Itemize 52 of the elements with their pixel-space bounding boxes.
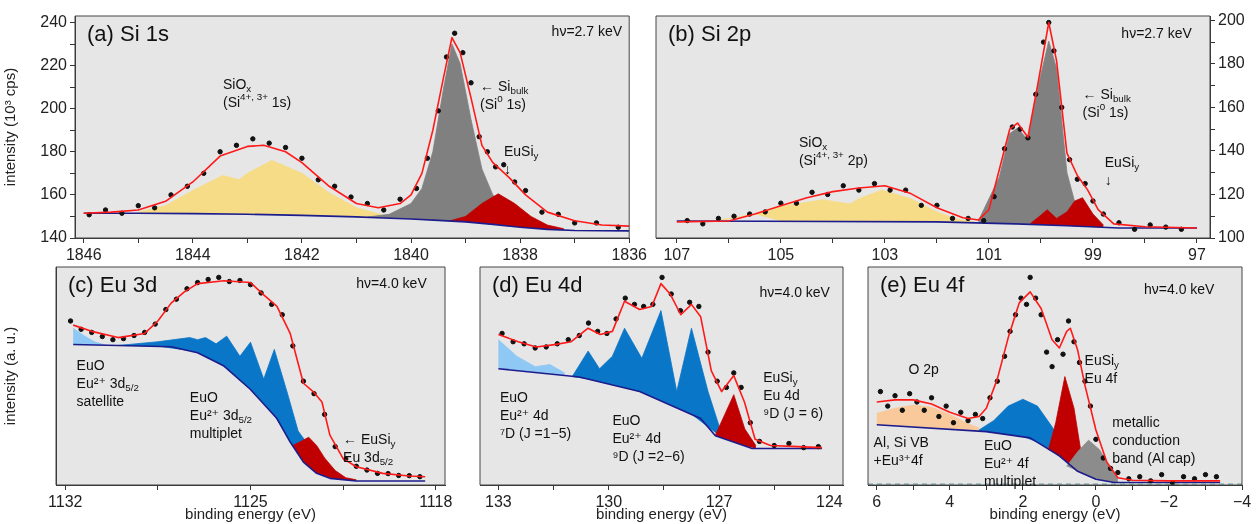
annotation: EuO Eu²⁺ 4d ⁹D (J =2−6): [612, 411, 685, 464]
x-tick-label: 1844: [175, 246, 211, 264]
annotation: O 2p: [908, 361, 939, 378]
annotation: EuO Eu²⁺ 4d ⁷D (J =1−5): [499, 389, 572, 442]
x-tick-label: 1118: [419, 493, 453, 511]
annotation: metallic conduction band (Al cap): [1112, 413, 1196, 466]
y2-tick-label: 120: [1218, 184, 1245, 202]
y-axis-title: intensity (a. u.): [1, 326, 19, 426]
y-tick-label: 240: [40, 12, 68, 30]
x-tick-label: 101: [975, 246, 1003, 264]
chart-title: (a) Si 1s: [87, 21, 169, 47]
y-tick-label: 180: [40, 142, 68, 160]
x-tick-label: 103: [871, 246, 899, 264]
x-tick-label: 124: [816, 493, 843, 511]
x-tick-label: 2: [1018, 493, 1028, 511]
x-tick-label: 1132: [48, 493, 83, 511]
y-tick-label: 220: [40, 55, 68, 73]
x-tick-label: 105: [767, 246, 795, 264]
y2-tick-label: 200: [1218, 10, 1245, 28]
x-tick-label: 1840: [393, 246, 429, 264]
annotation: hν=4.0 keV: [759, 283, 831, 300]
chart-title: (e) Eu 4f: [880, 272, 966, 298]
x-tick-label: 1846: [65, 246, 102, 264]
x-tick-label: −4: [1232, 493, 1252, 511]
y2-tick-label: 100: [1218, 228, 1245, 246]
x-tick-label: 1125: [233, 493, 268, 511]
chart-title: (c) Eu 3d: [68, 272, 158, 298]
annotation: EuO Eu²⁺ 4f multiplet: [983, 437, 1037, 490]
y-tick-label: 140: [40, 228, 68, 246]
annotation: hν=2.7 keV: [1121, 24, 1193, 41]
x-tick-label: 107: [663, 246, 691, 264]
x-tick-label: 1842: [284, 246, 320, 264]
y-tick-label: 160: [40, 185, 68, 203]
x-tick-label: 99: [1084, 246, 1102, 264]
x-tick-label: 4: [945, 493, 955, 511]
y2-tick-label: 140: [1218, 141, 1245, 159]
x-tick-label: −2: [1159, 493, 1179, 511]
x-tick-label: 1836: [611, 246, 648, 264]
chart-title: (b) Si 2p: [668, 21, 752, 47]
y2-tick-label: 160: [1218, 97, 1245, 115]
y-axis-title: intensity (10³ cps): [1, 67, 19, 187]
x-tick-label: 133: [485, 493, 512, 511]
annotation: hν=4.0 keV: [356, 275, 428, 292]
annotation: Al, Si VB +Eu³⁺4f: [873, 434, 929, 469]
annotation: hν=2.7 keV: [551, 22, 623, 39]
x-tick-label: 6: [872, 493, 882, 511]
chart-title: (d) Eu 4d: [492, 272, 583, 298]
y-tick-label: 200: [40, 99, 68, 117]
x-tick-label: 97: [1188, 246, 1206, 264]
y2-tick-label: 180: [1218, 54, 1245, 72]
x-tick-label: 1838: [502, 246, 539, 264]
annotation: hν=4.0 keV: [1144, 281, 1216, 298]
